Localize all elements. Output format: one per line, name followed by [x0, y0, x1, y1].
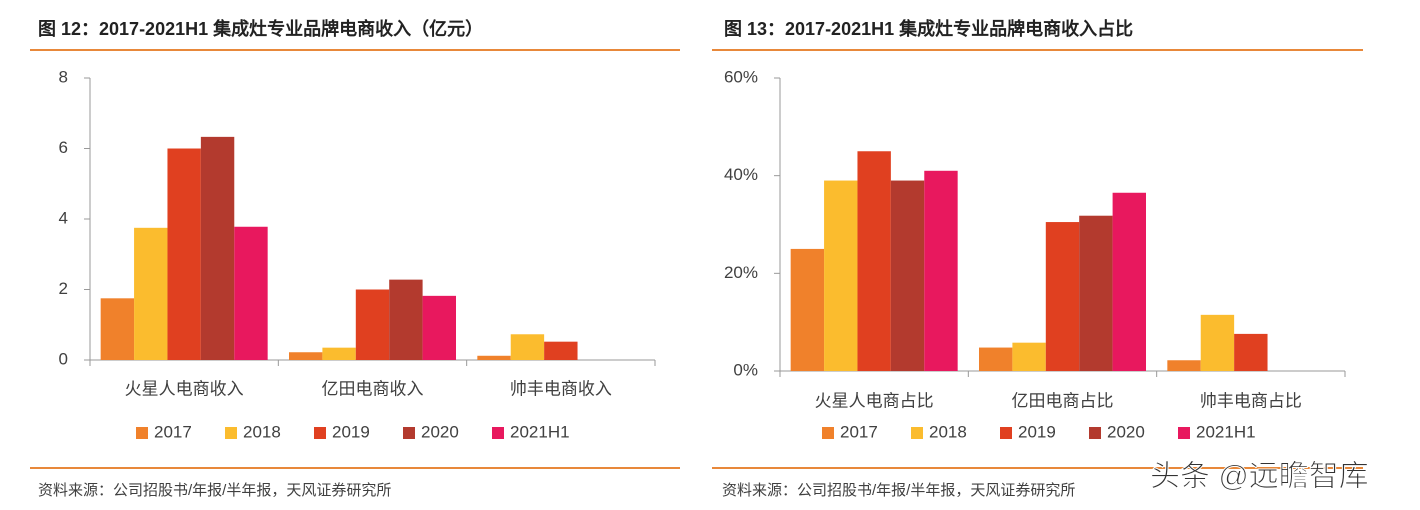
bar	[1045, 222, 1080, 371]
bar	[1112, 192, 1146, 371]
bar	[790, 248, 825, 371]
bar	[200, 136, 235, 360]
bar	[477, 355, 511, 360]
y-tick-label: 8	[59, 67, 68, 86]
bar	[355, 289, 390, 360]
legend-label: 2019	[332, 422, 370, 441]
y-tick-label: 2	[59, 279, 68, 298]
y-tick-label: 0	[59, 349, 68, 368]
bar	[1012, 342, 1046, 371]
legend-swatch	[492, 427, 504, 439]
source-note: 资料来源：公司招股书/年报/半年报，天风证券研究所	[722, 482, 1075, 499]
bar	[100, 298, 135, 360]
legend-label: 2021H1	[510, 422, 570, 441]
legend-swatch	[911, 427, 923, 439]
y-tick-label: 60%	[724, 67, 758, 86]
bar	[1079, 215, 1113, 371]
legend-swatch	[314, 427, 326, 439]
x-tick-label: 帅丰电商占比	[1200, 391, 1302, 410]
bar	[1234, 333, 1268, 371]
legend-label: 2018	[929, 422, 967, 441]
legend-swatch	[1000, 427, 1012, 439]
source-note: 资料来源：公司招股书/年报/半年报，天风证券研究所	[38, 482, 391, 499]
bar	[134, 227, 168, 360]
chart-title: 图 12：2017-2021H1 集成灶专业品牌电商收入（亿元）	[38, 18, 483, 39]
bar	[167, 148, 201, 360]
bar	[924, 170, 958, 371]
legend-label: 2020	[1107, 422, 1145, 441]
legend-label: 2019	[1018, 422, 1056, 441]
x-tick-label: 亿田电商占比	[1012, 391, 1114, 410]
chart-title: 图 13：2017-2021H1 集成灶专业品牌电商收入占比	[724, 18, 1133, 39]
bar	[824, 180, 858, 371]
bar	[979, 347, 1013, 371]
bar	[890, 180, 925, 371]
y-tick-label: 40%	[724, 165, 758, 184]
legend-swatch	[136, 427, 148, 439]
x-tick-label: 帅丰电商收入	[510, 379, 612, 398]
legend-swatch	[1178, 427, 1190, 439]
bar	[510, 334, 545, 360]
x-tick-label: 亿田电商收入	[322, 379, 424, 398]
legend-label: 2018	[243, 422, 281, 441]
x-tick-label: 火星人电商占比	[815, 391, 934, 410]
bar	[289, 352, 323, 360]
bar	[234, 226, 268, 360]
legend-label: 2017	[840, 422, 878, 441]
y-tick-label: 6	[59, 138, 68, 157]
legend-swatch	[822, 427, 834, 439]
legend-label: 2021H1	[1196, 422, 1256, 441]
watermark: 头条 @远瞻智库	[1150, 460, 1369, 493]
bar	[1167, 360, 1201, 371]
y-tick-label: 20%	[724, 263, 758, 282]
legend-swatch	[403, 427, 415, 439]
bar	[322, 347, 356, 360]
bar	[857, 151, 891, 371]
y-tick-label: 4	[59, 208, 68, 227]
bar	[422, 295, 456, 360]
y-tick-label: 0%	[733, 360, 758, 379]
bar	[389, 279, 423, 360]
legend-swatch	[1089, 427, 1101, 439]
legend-swatch	[225, 427, 237, 439]
legend-label: 2020	[421, 422, 459, 441]
legend-label: 2017	[154, 422, 192, 441]
bar	[1200, 314, 1235, 371]
x-tick-label: 火星人电商收入	[125, 379, 244, 398]
bar	[544, 341, 578, 360]
